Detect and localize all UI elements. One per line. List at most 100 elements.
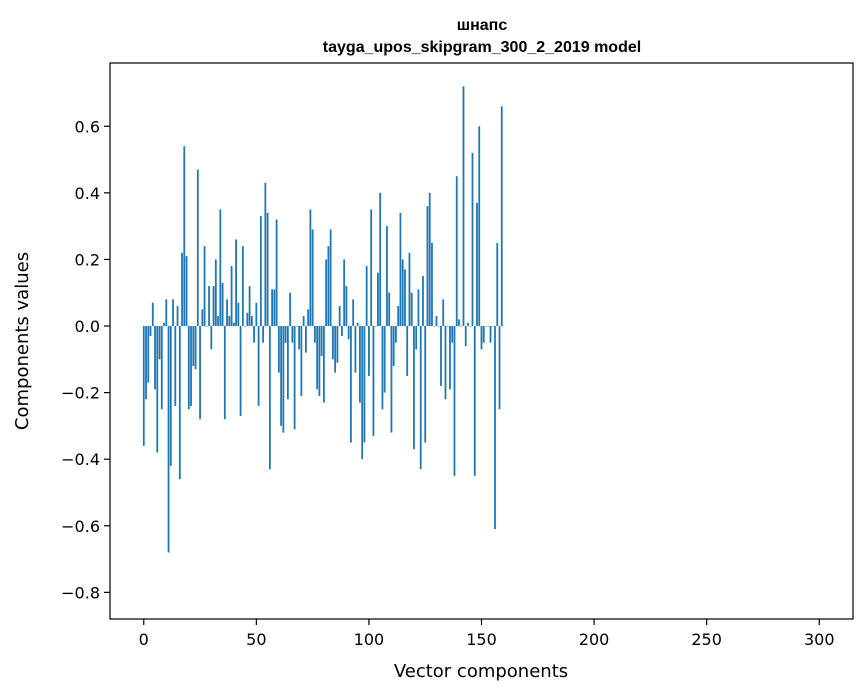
bar-83 <box>329 229 332 327</box>
bars-group <box>142 86 503 553</box>
bar-10 <box>165 299 168 327</box>
bar-33 <box>217 316 219 327</box>
bar-60 <box>277 326 280 373</box>
bar-32 <box>214 259 217 327</box>
bar-126 <box>426 206 429 327</box>
bar-49 <box>253 326 255 343</box>
bar-145 <box>469 326 472 327</box>
bar-76 <box>313 326 316 343</box>
bar-86 <box>336 326 339 363</box>
bar-16 <box>178 326 181 480</box>
bar-155 <box>491 326 494 327</box>
bar-98 <box>363 326 366 443</box>
bar-53 <box>262 326 264 343</box>
bar-63 <box>284 326 287 343</box>
bar-125 <box>424 326 427 443</box>
bar-65 <box>289 292 292 327</box>
bar-31 <box>212 286 215 327</box>
bar-95 <box>356 322 359 327</box>
y-tick-label-6: 0.4 <box>75 184 100 203</box>
bar-96 <box>359 326 361 403</box>
bar-158 <box>498 326 501 410</box>
bar-129 <box>433 326 436 327</box>
bar-39 <box>230 266 233 327</box>
bar-14 <box>174 326 177 406</box>
bar-91 <box>347 326 350 340</box>
bar-23 <box>194 326 197 370</box>
bar-153 <box>487 326 490 327</box>
y-tick-label-3: −0.2 <box>61 384 100 403</box>
bar-123 <box>419 326 422 470</box>
chart-subtitle: tayga_upos_skipgram_300_2_2019 model <box>323 39 641 56</box>
bar-28 <box>205 326 208 327</box>
bar-37 <box>226 299 228 327</box>
bar-54 <box>264 182 267 327</box>
bar-6 <box>156 326 159 453</box>
bar-101 <box>370 209 373 327</box>
bar-0 <box>142 326 145 446</box>
bar-25 <box>199 326 201 420</box>
bar-149 <box>478 126 481 327</box>
bar-81 <box>325 259 328 327</box>
x-tick-label-5: 250 <box>691 630 722 649</box>
bar-72 <box>304 326 307 353</box>
bar-135 <box>446 326 449 327</box>
bar-130 <box>435 316 438 327</box>
bar-103 <box>374 326 377 327</box>
bar-79 <box>320 326 323 356</box>
x-tick-label-0: 0 <box>139 630 149 649</box>
x-tick-label-6: 300 <box>804 630 835 649</box>
bar-120 <box>413 326 415 450</box>
bar-56 <box>268 326 271 470</box>
y-tick-label-7: 0.6 <box>75 117 100 136</box>
bar-1 <box>145 326 147 400</box>
bar-100 <box>368 326 370 376</box>
bar-140 <box>458 319 460 327</box>
bar-82 <box>327 246 330 327</box>
bar-21 <box>190 326 192 406</box>
bar-157 <box>496 242 499 327</box>
bar-44 <box>241 246 244 327</box>
plot-frame <box>109 62 854 620</box>
x-axis-label: Vector components <box>394 661 568 682</box>
bar-13 <box>172 299 174 327</box>
x-tick-label-3: 150 <box>466 630 497 649</box>
y-axis-label: Components values <box>12 252 33 430</box>
bar-58 <box>273 289 276 327</box>
bar-40 <box>232 322 235 327</box>
bar-106 <box>381 326 384 410</box>
bar-99 <box>365 266 368 327</box>
bar-34 <box>219 209 222 327</box>
bar-9 <box>163 322 165 327</box>
bar-27 <box>203 246 206 327</box>
bar-45 <box>244 326 246 327</box>
bar-41 <box>235 239 237 327</box>
bar-147 <box>473 326 476 476</box>
bar-77 <box>316 326 319 390</box>
bar-124 <box>422 276 424 327</box>
bar-128 <box>431 242 433 327</box>
x-tick-label-2: 100 <box>354 630 385 649</box>
bar-61 <box>280 326 283 426</box>
bar-48 <box>250 316 253 327</box>
bar-94 <box>354 326 357 373</box>
bar-38 <box>228 316 231 327</box>
bar-142 <box>462 86 465 327</box>
bar-4 <box>151 302 154 327</box>
bar-52 <box>259 216 262 327</box>
bar-107 <box>383 326 386 393</box>
bar-132 <box>440 326 442 386</box>
bar-22 <box>192 326 195 366</box>
bar-18 <box>183 146 186 327</box>
bar-8 <box>160 326 163 410</box>
bar-119 <box>410 292 413 327</box>
bar-105 <box>379 192 382 327</box>
bar-26 <box>201 309 204 327</box>
bar-159 <box>500 106 503 327</box>
bar-42 <box>237 302 240 327</box>
bar-24 <box>196 169 199 327</box>
bar-84 <box>332 326 334 360</box>
bar-71 <box>302 316 305 327</box>
